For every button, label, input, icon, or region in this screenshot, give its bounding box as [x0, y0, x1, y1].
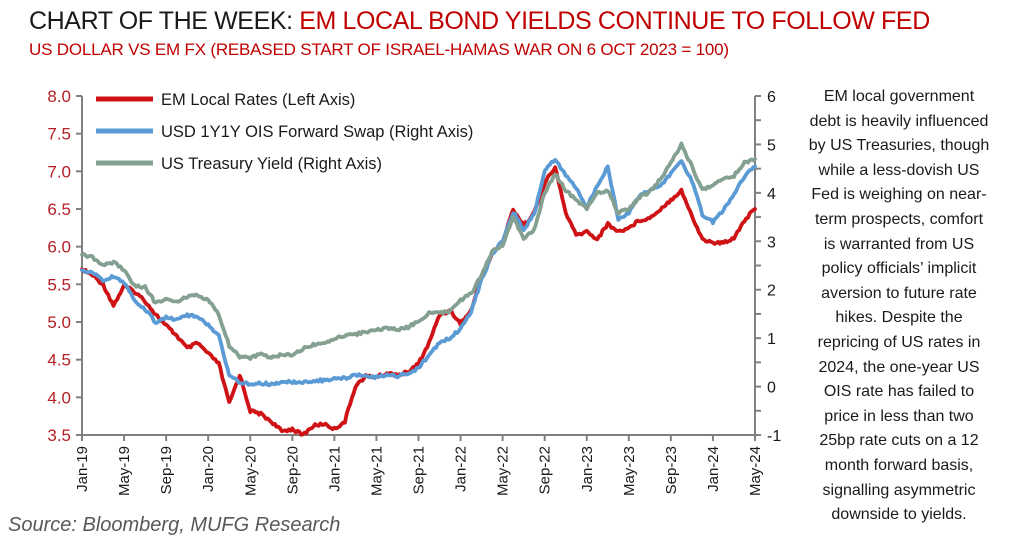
svg-text:3: 3 [767, 234, 776, 251]
svg-text:Jan-23: Jan-23 [579, 446, 596, 492]
series-usd-1y1y-ois-forward-swap [80, 158, 757, 388]
svg-text:6.5: 6.5 [47, 200, 71, 219]
page-title-accent: EM LOCAL BOND YIELDS CONTINUE TO FOLLOW … [299, 7, 930, 35]
svg-text:May-24: May-24 [747, 446, 764, 496]
svg-text:Sep-19: Sep-19 [158, 446, 175, 494]
svg-text:May-21: May-21 [368, 446, 385, 496]
svg-text:Sep-21: Sep-21 [411, 446, 428, 494]
svg-text:May-23: May-23 [621, 446, 638, 496]
x-axis: Jan-19 May-19 Sep-19 Jan-20 May-20 Sep-20 Jan-… [74, 435, 764, 496]
svg-text:4.5: 4.5 [47, 351, 71, 370]
svg-text:7.0: 7.0 [47, 162, 71, 181]
svg-text:4.0: 4.0 [47, 388, 71, 407]
svg-text:Sep-22: Sep-22 [537, 446, 554, 494]
svg-text:6.0: 6.0 [47, 238, 71, 257]
svg-text:7.5: 7.5 [47, 125, 71, 144]
svg-text:Jan-19: Jan-19 [74, 446, 91, 492]
y-axis-left: 3.5 4.0 4.5 5.0 5.5 6.0 6.5 7.0 7.5 8.0 [47, 87, 82, 445]
svg-text:Jan-24: Jan-24 [705, 446, 722, 492]
svg-text:-1: -1 [767, 428, 781, 445]
chart-subtitle: US DOLLAR VS EM FX (REBASED START OF ISR… [29, 40, 729, 59]
page-title-prefix: CHART OF THE WEEK: [29, 7, 300, 35]
legend-label-1: EM Local Rates (Left Axis) [161, 91, 355, 109]
svg-text:May-19: May-19 [116, 446, 133, 496]
svg-text:May-20: May-20 [242, 446, 259, 496]
svg-text:5.0: 5.0 [47, 313, 71, 332]
svg-text:6: 6 [767, 89, 776, 106]
svg-text:3.5: 3.5 [47, 426, 71, 445]
svg-text:5: 5 [767, 137, 776, 154]
svg-text:0: 0 [767, 380, 776, 397]
svg-text:May-22: May-22 [495, 446, 512, 496]
series-us-treasury-yield [80, 141, 757, 361]
svg-text:Jan-20: Jan-20 [200, 446, 217, 492]
svg-text:5.5: 5.5 [47, 275, 71, 294]
svg-text:Jan-22: Jan-22 [453, 446, 470, 492]
source-attribution: Source: Bloomberg, MUFG Research [8, 514, 341, 536]
legend-label-3: US Treasury Yield (Right Axis) [161, 155, 382, 173]
legend-label-2: USD 1Y1Y OIS Forward Swap (Right Axis) [161, 123, 473, 141]
svg-text:2: 2 [767, 283, 776, 300]
legend: EM Local Rates (Left Axis) USD 1Y1Y OIS F… [96, 91, 473, 173]
svg-text:1: 1 [767, 331, 776, 348]
series-em-local-rates [80, 165, 757, 437]
y-axis-right: -1 0 1 2 3 4 5 6 [755, 89, 781, 445]
page-title: CHART OF THE WEEK: EM LOCAL BOND YIELDS … [29, 7, 930, 36]
svg-text:Jan-21: Jan-21 [326, 446, 343, 492]
axes [81, 96, 756, 436]
svg-text:Sep-20: Sep-20 [284, 446, 301, 494]
svg-text:4: 4 [767, 186, 776, 203]
line-chart: 3.5 4.0 4.5 5.0 5.5 6.0 6.5 7.0 7.5 8.0 -1 0 1 2 3 4 5 6 J… [47, 87, 781, 496]
svg-text:8.0: 8.0 [47, 87, 71, 106]
svg-text:Sep-23: Sep-23 [663, 446, 680, 494]
commentary-text: EM local government debt is heavily infl… [808, 88, 990, 524]
